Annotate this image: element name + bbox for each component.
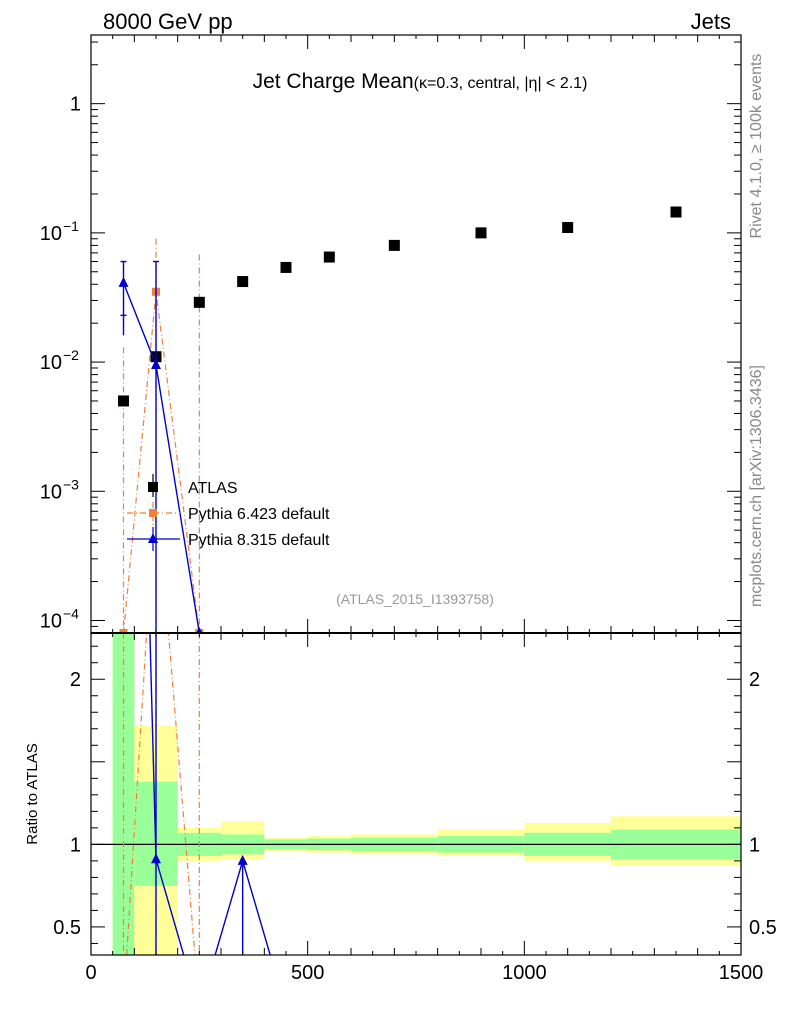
legend-pythia6-label: Pythia 6.423 default xyxy=(188,506,330,523)
atlas-point-4 xyxy=(280,261,292,273)
atlas-point-0 xyxy=(118,395,129,407)
x-tick-label-0: 0 xyxy=(85,962,96,984)
ratio-y-axis-label: Ratio to ATLAS xyxy=(24,743,41,844)
atlas-point-9 xyxy=(670,206,682,218)
y-tick-label-main-0: 10 xyxy=(40,610,62,632)
pythia8-ratio-point-3 xyxy=(237,854,248,865)
main-panel-marks xyxy=(118,206,682,633)
atlas-point-3 xyxy=(237,276,249,288)
atlas-point-5 xyxy=(323,251,335,263)
y-tick-label-main-exp-0: −4 xyxy=(63,605,79,621)
atlas-point-8 xyxy=(562,222,574,234)
legend-atlas: ATLAS xyxy=(148,474,238,497)
analysis-watermark: (ATLAS_2015_I1393758) xyxy=(336,591,494,607)
pythia6-line xyxy=(122,291,200,633)
y-tick-label-ratio-right-1: 1 xyxy=(749,834,760,856)
rivet-label: Rivet 4.1.0, ≥ 100k events xyxy=(748,54,765,239)
atlas-point-6 xyxy=(388,239,400,251)
ratio-uncertainty-bands xyxy=(112,633,741,955)
legend: ATLAS Pythia 6.423 default Pythia 8.315 … xyxy=(127,474,330,551)
ratio-panel-marks xyxy=(91,633,741,955)
y-tick-label-main-4: 1 xyxy=(70,94,81,116)
y-tick-label-ratio-left-1: 1 xyxy=(70,834,81,856)
pythia8-ratio-point-1 xyxy=(151,853,161,864)
y-tick-label-ratio-left-2: 2 xyxy=(70,669,81,691)
pythia8-point-1 xyxy=(151,358,161,369)
header-energy: 8000 GeV pp xyxy=(103,9,233,34)
legend-pythia6: Pythia 6.423 default xyxy=(127,502,330,526)
pythia6-point-0 xyxy=(119,629,128,633)
y-tick-label-main-1: 10 xyxy=(40,481,62,503)
y-tick-label-ratio-right-0: 0.5 xyxy=(749,917,777,939)
y-tick-label-ratio-right-2: 2 xyxy=(749,669,760,691)
pythia8-point-0 xyxy=(118,276,129,287)
y-tick-label-main-exp-2: −2 xyxy=(63,347,79,363)
atlas-point-7 xyxy=(475,227,487,239)
ratio-frame xyxy=(90,632,742,956)
x-tick-label-1500: 1500 xyxy=(719,962,764,984)
x-tick-label-500: 500 xyxy=(291,962,324,984)
y-tick-label-main-2: 10 xyxy=(40,352,62,374)
y-tick-label-ratio-left-0: 0.5 xyxy=(53,917,81,939)
chart-title: Jet Charge Mean(κ=0.3, central, |η| < 2.… xyxy=(253,70,588,93)
legend-pythia8-label: Pythia 8.315 default xyxy=(188,532,330,549)
y-tick-label-main-exp-1: −3 xyxy=(63,476,79,492)
y-tick-label-main-3: 10 xyxy=(40,223,62,245)
x-tick-label-1000: 1000 xyxy=(502,962,547,984)
mcplots-label: mcplots.cern.ch [arXiv:1306.3436] xyxy=(748,365,765,607)
y-tick-label-main-exp-3: −1 xyxy=(63,218,79,234)
legend-pythia8: Pythia 8.315 default xyxy=(127,527,330,551)
pythia8-ratio-line xyxy=(149,633,271,955)
header-process: Jets xyxy=(691,9,731,34)
legend-atlas-label: ATLAS xyxy=(188,480,238,497)
atlas-point-2 xyxy=(193,296,205,308)
